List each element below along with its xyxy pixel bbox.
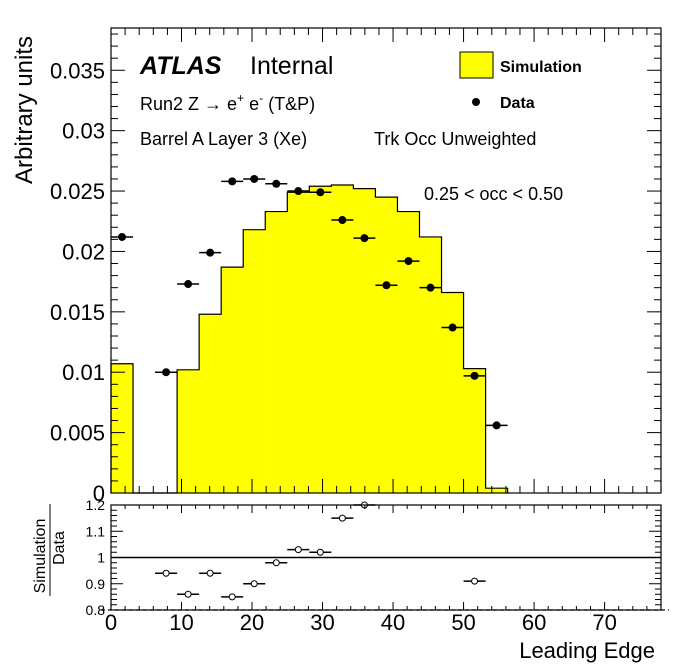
ratio-y-tick-label: 0.9: [86, 576, 106, 592]
process-prefix: Run2 Z: [140, 94, 204, 114]
simulation-bar: [463, 368, 486, 493]
simulation-histogram: [111, 185, 508, 494]
legend-data-label: Data: [500, 95, 535, 112]
data-point: [492, 421, 501, 430]
data-point: [272, 179, 281, 188]
simulation-bar: [177, 369, 200, 493]
simulation-bar: [441, 292, 464, 493]
region-label: Barrel A Layer 3 (Xe): [140, 129, 307, 149]
ratio-point: [228, 593, 236, 601]
simulation-bar: [485, 488, 508, 493]
x-tick-label: 20: [240, 610, 264, 635]
simulation-bar: [397, 211, 420, 493]
simulation-bar: [265, 211, 288, 493]
data-point: [250, 174, 259, 183]
arrow-symbol: →: [204, 94, 222, 114]
ratio-point: [206, 569, 214, 577]
data-point: [316, 188, 325, 197]
ratio-points: [155, 501, 486, 601]
x-tick-label: 40: [381, 610, 405, 635]
simulation-bar: [419, 236, 442, 493]
main-y-tick-label: 0.005: [50, 421, 105, 446]
ratio-y-tick-label: 1.1: [86, 523, 106, 539]
ratio-point: [316, 548, 324, 556]
data-point: [162, 368, 171, 377]
ratio-y-tick-label: 1: [97, 550, 105, 566]
simulation-bar: [375, 197, 398, 493]
electron-plus: e: [227, 94, 237, 114]
main-y-tick-label: 0.025: [50, 179, 105, 204]
legend-data-marker: [472, 98, 480, 106]
x-tick-label: 30: [310, 610, 334, 635]
data-point: [404, 257, 413, 266]
internal-label: Internal: [250, 52, 333, 80]
data-point: [426, 283, 435, 292]
ratio-y-title: Simulation Data: [32, 504, 68, 596]
data-point: [448, 323, 457, 332]
data-point: [382, 281, 391, 290]
superscript-plus: +: [237, 91, 244, 105]
superscript-minus: -: [259, 91, 263, 105]
ratio-point: [294, 546, 302, 554]
simulation-bar: [199, 314, 222, 493]
ratio-x-axis: 0 10 20 30 40 50 60 70: [105, 505, 662, 635]
y-axis-title: Arbitrary units: [11, 36, 38, 184]
x-axis-title: Leading Edge: [519, 638, 655, 663]
main-y-axis: 0 0.005 0.01 0.015 0.02 0.025 0.03 0.035: [50, 33, 661, 506]
data-point: [338, 216, 347, 225]
main-y-tick-label: 0.035: [50, 58, 105, 83]
ratio-y-axis: 0.8 0.9 1 1.1 1.2: [86, 497, 661, 618]
atlas-label: ATLAS: [139, 52, 222, 80]
x-tick-label: 60: [522, 610, 546, 635]
electron-minus: e: [244, 94, 259, 114]
simulation-bar: [221, 267, 244, 493]
simulation-bar: [309, 186, 332, 494]
simulation-bar: [243, 229, 266, 493]
ratio-point: [250, 580, 258, 588]
simulation-outline: [110, 184, 509, 494]
x-tick-label: 10: [169, 610, 193, 635]
data-point: [470, 371, 479, 380]
data-point: [184, 280, 193, 289]
weighting-label: Trk Occ Unweighted: [374, 129, 536, 149]
legend-simulation-swatch: [459, 51, 494, 79]
main-y-tick-label: 0.01: [62, 360, 105, 385]
ratio-y-tick-label: 0.8: [86, 602, 106, 618]
main-y-tick-label: 0.03: [62, 119, 105, 144]
x-tick-label: 50: [451, 610, 475, 635]
main-y-tick-label: 0.02: [62, 239, 105, 264]
simulation-bar: [111, 363, 134, 493]
ratio-point: [272, 559, 280, 567]
process-label: Run2 Z → e+ e- (T&P): [140, 91, 315, 114]
main-x-ticks: [110, 28, 662, 493]
data-point: [294, 187, 303, 196]
main-plot-frame: [110, 27, 662, 494]
legend-simulation-label: Simulation: [500, 59, 582, 76]
process-suffix: (T&P): [263, 94, 315, 114]
simulation-bar: [287, 192, 310, 493]
data-point: [206, 248, 215, 257]
ratio-point: [338, 514, 346, 522]
ratio-point: [184, 590, 192, 598]
ratio-y-tick-label: 1.2: [86, 497, 106, 513]
ratio-numerator: Simulation: [32, 519, 49, 594]
main-y-tick-label: 0: [93, 481, 105, 506]
ratio-point: [162, 569, 170, 577]
ratio-denominator: Data: [51, 531, 68, 565]
data-point: [360, 234, 369, 243]
ratio-point: [471, 577, 479, 585]
data-point: [228, 177, 237, 186]
ratio-plot-panel: 0.8 0.9 1 1.1 1.2 0 10 20 30 40 50 60 70: [86, 497, 669, 635]
occupancy-range-label: 0.25 < occ < 0.50: [424, 184, 563, 204]
data-points: [111, 174, 508, 430]
x-tick-label: 70: [592, 610, 616, 635]
data-point: [118, 232, 127, 241]
main-y-tick-label: 0.015: [50, 300, 105, 325]
simulation-bar: [353, 188, 376, 494]
simulation-bar: [331, 185, 354, 493]
x-tick-label: 0: [105, 610, 117, 635]
main-plot-panel: 0 0.005 0.01 0.015 0.02 0.025 0.03 0.035: [50, 27, 662, 506]
